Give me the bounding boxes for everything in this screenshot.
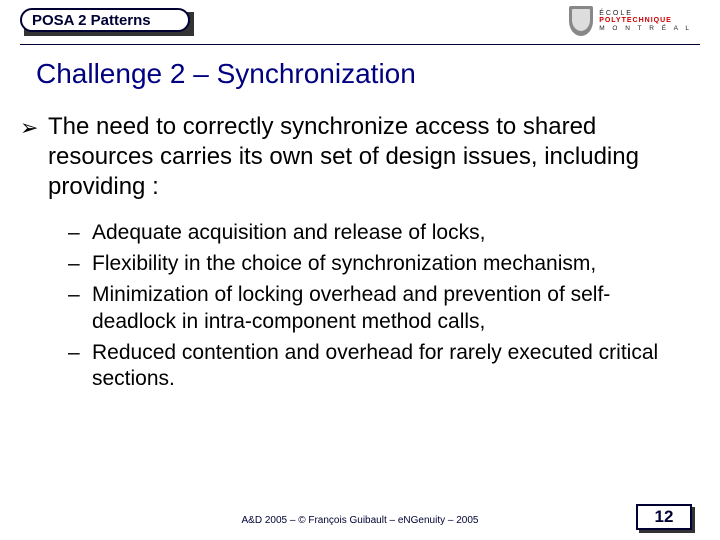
list-item: – Reduced contention and overhead for ra… [68, 340, 692, 394]
sub-bullet-text: Minimization of locking overhead and pre… [92, 282, 692, 336]
main-bullet: ➢ The need to correctly synchronize acce… [20, 112, 692, 202]
page-number: 12 [636, 504, 692, 530]
logo-line3: M O N T R É A L [599, 25, 692, 32]
header-badge: POSA 2 Patterns [20, 8, 190, 32]
sub-bullet-text: Reduced contention and overhead for rare… [92, 340, 692, 394]
logo-line2: POLYTECHNIQUE [599, 17, 692, 25]
crest-icon [569, 6, 593, 36]
page-number-box: 12 [636, 504, 692, 530]
sub-bullet-text: Flexibility in the choice of synchroniza… [92, 251, 596, 278]
header-divider [20, 44, 700, 45]
dash-marker-icon: – [68, 220, 92, 247]
badge-label: POSA 2 Patterns [32, 12, 151, 29]
dash-marker-icon: – [68, 340, 92, 367]
sub-bullet-list: – Adequate acquisition and release of lo… [20, 220, 692, 393]
slide-title: Challenge 2 – Synchronization [36, 58, 416, 90]
footer-copyright: A&D 2005 – © François Guibault – eNGenui… [0, 515, 720, 526]
page-number-value: 12 [655, 507, 674, 527]
badge-box: POSA 2 Patterns [20, 8, 190, 32]
dash-marker-icon: – [68, 251, 92, 278]
list-item: – Flexibility in the choice of synchroni… [68, 251, 692, 278]
institution-logo: ÉCOLE POLYTECHNIQUE M O N T R É A L [569, 6, 692, 36]
slide-content: ➢ The need to correctly synchronize acce… [20, 112, 692, 397]
sub-bullet-text: Adequate acquisition and release of lock… [92, 220, 485, 247]
list-item: – Adequate acquisition and release of lo… [68, 220, 692, 247]
dash-marker-icon: – [68, 282, 92, 309]
logo-line1: ÉCOLE [599, 10, 692, 18]
arrow-marker-icon: ➢ [20, 112, 48, 142]
logo-text: ÉCOLE POLYTECHNIQUE M O N T R É A L [599, 10, 692, 33]
main-bullet-text: The need to correctly synchronize access… [48, 112, 692, 202]
list-item: – Minimization of locking overhead and p… [68, 282, 692, 336]
